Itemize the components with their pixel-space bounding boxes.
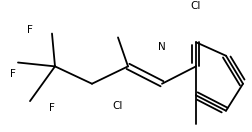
- Text: F: F: [27, 25, 33, 36]
- Text: F: F: [10, 69, 16, 79]
- Text: F: F: [49, 103, 55, 113]
- Text: Cl: Cl: [190, 1, 200, 11]
- Text: N: N: [158, 42, 165, 52]
- Text: Cl: Cl: [112, 101, 123, 111]
